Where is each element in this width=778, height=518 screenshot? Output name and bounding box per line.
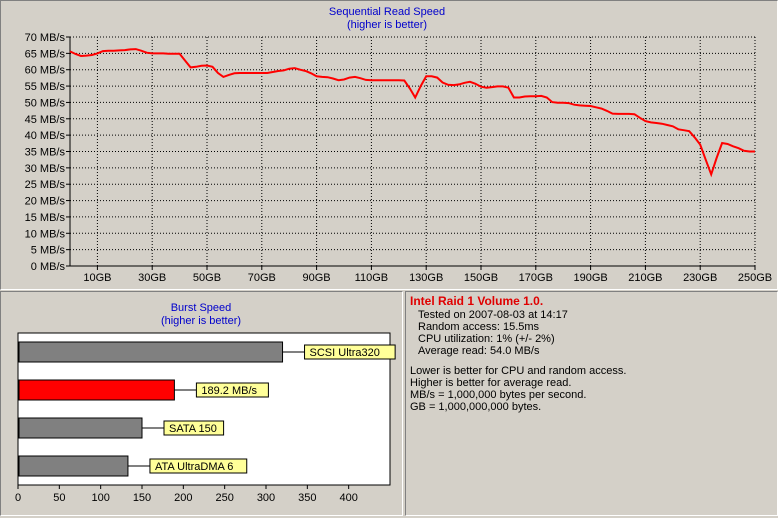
spacer (410, 357, 773, 365)
x-tick-label: 350 (298, 492, 316, 504)
x-tick-label: 110GB (355, 272, 388, 284)
y-tick-label: 10 MB/s (25, 228, 66, 240)
burst-speed-panel: Burst Speed (higher is better) 0 50 100 150… (0, 291, 403, 516)
x-tick-label: 190GB (573, 272, 607, 284)
bar-label: 189.2 MB/s (201, 385, 257, 397)
y-tick-label: 0 MB/s (31, 261, 66, 273)
x-tick-label: 210GB (628, 272, 662, 284)
x-tick-label: 0 (15, 492, 21, 504)
bar-label-box (163, 420, 225, 436)
bar (18, 379, 175, 401)
bar (18, 455, 129, 477)
x-tick-label: 300 (257, 492, 275, 504)
bar (18, 341, 284, 363)
bar-label-box (149, 458, 248, 474)
x-tick-label: 400 (339, 492, 357, 504)
x-tick-label: 100 (91, 492, 109, 504)
burst-speed-chart: Burst Speed (higher is better) 0 50 100 150… (15, 302, 396, 504)
bar (18, 417, 143, 439)
x-tick-label: 250GB (738, 272, 772, 284)
bar-label: SATA 150 (169, 423, 217, 435)
note-line: Higher is better for average read. (410, 377, 572, 389)
note-line: MB/s = 1,000,000 bytes per second. (410, 389, 587, 401)
y-tick-label: 70 MB/s (25, 32, 66, 44)
y-tick-label: 65 MB/s (25, 48, 66, 60)
bar-label: ATA UltraDMA 6 (155, 461, 233, 473)
x-tick-label: 70GB (248, 272, 276, 284)
x-tick-label: 50 (53, 492, 65, 504)
bar-label: SCSI Ultra320 (310, 347, 380, 359)
chart-subtitle: (higher is better) (347, 19, 427, 31)
x-tick-label: 130GB (409, 272, 443, 284)
y-tick-label: 55 MB/s (25, 81, 66, 93)
x-tick-label: 10GB (83, 272, 111, 284)
x-tick-label: 150GB (464, 272, 498, 284)
chart-subtitle: (higher is better) (161, 315, 241, 327)
chart-title: Sequential Read Speed (329, 6, 445, 18)
y-tick-label: 50 MB/s (25, 97, 66, 109)
y-tick-label: 60 MB/s (25, 65, 66, 77)
y-tick-label: 5 MB/s (31, 245, 66, 257)
x-tick-label: 90GB (303, 272, 331, 284)
random-access: Random access: 15.5ms (418, 321, 540, 333)
bar-label-box (195, 382, 269, 398)
x-tick-label: 30GB (138, 272, 166, 284)
sequential-read-chart: Sequential Read Speed (higher is better)… (25, 6, 772, 284)
y-tick-label: 30 MB/s (25, 163, 66, 175)
note-line: GB = 1,000,000,000 bytes. (410, 401, 542, 413)
x-tick-label: 250 (215, 492, 233, 504)
x-tick-label: 150 (133, 492, 151, 504)
test-date: Tested on 2007-08-03 at 14:17 (418, 309, 568, 321)
average-read: Average read: 54.0 MB/s (418, 345, 540, 357)
cpu-utilization: CPU utilization: 1% (+/- 2%) (418, 333, 555, 345)
sequential-read-panel: Sequential Read Speed (higher is better)… (0, 0, 778, 290)
drive-name: Intel Raid 1 Volume 1.0. (410, 294, 544, 308)
x-tick-label: 200 (174, 492, 192, 504)
plot-area: 0 50 100 150 200 250 300 350 400 SCSI Ultra320 189… (15, 332, 396, 504)
x-tick-label: 50GB (193, 272, 221, 284)
y-tick-label: 20 MB/s (25, 196, 66, 208)
y-tick-label: 40 MB/s (25, 130, 66, 142)
y-tick-label: 45 MB/s (25, 114, 66, 126)
y-tick-label: 25 MB/s (25, 179, 66, 191)
x-tick-label: 170GB (519, 272, 553, 284)
info-panel: Intel Raid 1 Volume 1.0. Tested on 2007-… (405, 291, 778, 516)
y-tick-label: 35 MB/s (25, 147, 66, 159)
note-line: Lower is better for CPU and random acces… (410, 365, 627, 377)
chart-title: Burst Speed (171, 302, 232, 314)
y-tick-label: 15 MB/s (25, 212, 66, 224)
x-tick-label: 230GB (683, 272, 717, 284)
plot-area: 0 MB/s 5 MB/s 10 MB/s 15 MB/s 20 MB/s 25 MB/s… (25, 32, 772, 284)
read-speed-line (69, 48, 755, 178)
bar-label-box (304, 344, 396, 360)
